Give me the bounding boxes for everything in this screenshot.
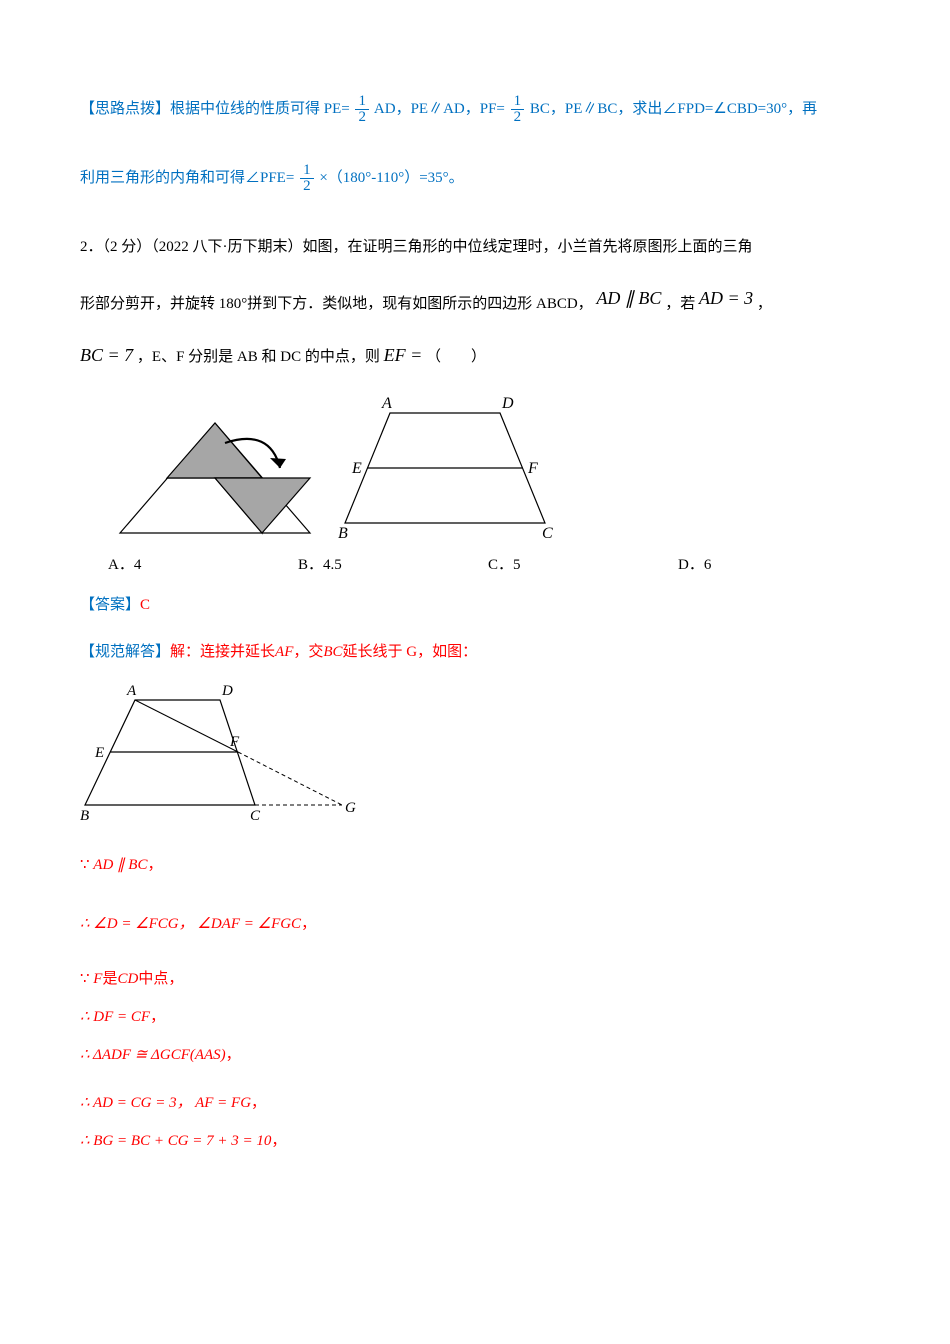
label-d: D [501, 395, 514, 412]
sol-line1-pre: ∵ [80, 857, 93, 873]
solution-figure-wrap: A D E F B C G [80, 680, 870, 830]
sol-intro-bc: BC [323, 644, 342, 660]
fraction-half-2: 12 [511, 94, 525, 125]
q2-stem-b1: 形部分剪开，并旋转 180°拼到下方．类似地，现有如图所示的四边形 ABCD， [80, 296, 593, 312]
hint-text-2b: ×（180°-110°）=35°。 [316, 170, 464, 186]
q2-options: A．4 B．4.5 C．5 D．6 [108, 553, 870, 574]
option-a: A．4 [108, 553, 298, 574]
label-e: E [351, 460, 362, 477]
figure-row: A D E F B C [110, 393, 870, 543]
q2-stem-b5: ， [757, 296, 772, 312]
label-a: A [381, 395, 392, 412]
option-b: B．4.5 [298, 553, 488, 574]
sol-line3-post: 中点， [138, 971, 183, 987]
sol-line4-math: ∴ DF = CF [80, 1009, 150, 1025]
hint-block-2: 利用三角形的内角和可得∠PFE= 12 ×（180°-110°）=35°。 [80, 159, 870, 198]
hint-text-2a: 利用三角形的内角和可得∠PFE= [80, 170, 298, 186]
sol-line5-math: ∴ ΔADF ≅ ΔGCF(AAS) [80, 1047, 226, 1063]
sol-line1-post: ， [147, 857, 162, 873]
sol-line2-post: ， [301, 916, 316, 932]
fraction-half-3: 12 [300, 163, 314, 194]
answer-line: 【答案】C [80, 586, 870, 625]
label2-a: A [126, 683, 137, 699]
sol-line6: ∴ AD = CG = 3， AF = FG， [80, 1088, 870, 1118]
sol-intro-c: ，交 [293, 644, 323, 660]
label2-b: B [80, 808, 89, 824]
sol-line1-math: AD ∥ BC [93, 857, 147, 873]
option-d: D．6 [678, 553, 868, 574]
label2-g: G [345, 800, 356, 816]
hint-block: 【思路点拨】根据中位线的性质可得 PE= 12 AD，PE∥AD，PF= 12 … [80, 90, 870, 129]
sol-line3-pre: ∵ [80, 971, 93, 987]
solution-intro: 【规范解答】解：连接并延长AF，交BC延长线于 G，如图： [80, 633, 870, 672]
page: 【思路点拨】根据中位线的性质可得 PE= 12 AD，PE∥AD，PF= 12 … [0, 0, 950, 1224]
sol-line5: ∴ ΔADF ≅ ΔGCF(AAS)， [80, 1040, 870, 1070]
sol-line4-post: ， [150, 1009, 165, 1025]
q2-stem-line1: 2．（2 分）（2022 八下·历下期末）如图，在证明三角形的中位线定理时，小兰… [80, 228, 870, 267]
label2-d: D [221, 683, 233, 699]
sol-line2: ∴ ∠D = ∠FCG， ∠DAF = ∠FGC， [80, 905, 870, 944]
fraction-half-1: 12 [355, 94, 369, 125]
q2-math-bc7: BC = 7 [80, 345, 133, 365]
sol-line7-math: ∴ BG = BC + CG = 7 + 3 = 10 [80, 1133, 271, 1149]
q2-math-ad3: AD = 3 [699, 288, 753, 308]
figure-rotation [110, 413, 320, 543]
q2-math-ef: EF = [384, 345, 423, 365]
q2-math-adbc: AD ∥ BC [596, 288, 661, 308]
sol-intro-a: 解：连接并延长 [170, 644, 275, 660]
sol-line7-post: ， [271, 1133, 286, 1149]
q2-stem-line3: BC = 7 ，E、F 分别是 AB 和 DC 的中点，则 EF = （ ） [80, 332, 870, 379]
label2-f: F [229, 734, 240, 750]
label-c: C [542, 525, 553, 542]
q2-stem-a: 2．（2 分）（2022 八下·历下期末）如图，在证明三角形的中位线定理时，小兰… [80, 239, 753, 255]
label-b: B [338, 525, 348, 542]
hint-text-1a: 根据中位线的性质可得 PE= [170, 101, 353, 117]
sol-line1: ∵ AD ∥ BC， [80, 846, 870, 885]
figure-trapezoid-2: A D E F B C G [80, 680, 370, 830]
label-f: F [527, 460, 538, 477]
sol-line6-post: ， [251, 1095, 266, 1111]
sol-line6-math: ∴ AD = CG = 3， AF = FG [80, 1095, 251, 1111]
q2-stem-b3: ，若 [665, 296, 695, 312]
answer-label: 【答案】 [80, 597, 140, 613]
sol-line2-math: ∴ ∠D = ∠FCG， ∠DAF = ∠FGC [80, 916, 301, 932]
sol-intro-af: AF [275, 644, 293, 660]
solution-label: 【规范解答】 [80, 644, 170, 660]
hint-label: 【思路点拨】 [80, 101, 170, 117]
sol-line5-post: ， [226, 1047, 241, 1063]
answer-value: C [140, 597, 150, 613]
q2-stem-c4: （ ） [426, 349, 486, 365]
sol-line7: ∴ BG = BC + CG = 7 + 3 = 10， [80, 1126, 870, 1156]
sol-line3-math2: CD [117, 971, 138, 987]
sol-line4: ∴ DF = CF， [80, 1002, 870, 1032]
hint-text-1c: BC，PE∥BC，求出∠FPD=∠CBD=30°，再 [526, 101, 817, 117]
q2-stem-c2: ，E、F 分别是 AB 和 DC 的中点，则 [137, 349, 380, 365]
hint-text-1b: AD，PE∥AD，PF= [371, 101, 509, 117]
option-c: C．5 [488, 553, 678, 574]
figure-trapezoid-1: A D E F B C [320, 393, 580, 543]
label2-e: E [94, 745, 104, 761]
label2-c: C [250, 808, 261, 824]
sol-line3: ∵ F是CD中点， [80, 964, 870, 994]
sol-intro-e: 延长线于 G，如图： [343, 644, 478, 660]
q2-stem-line2: 形部分剪开，并旋转 180°拼到下方．类似地，现有如图所示的四边形 ABCD， … [80, 275, 870, 324]
sol-line3-mid: 是 [102, 971, 117, 987]
